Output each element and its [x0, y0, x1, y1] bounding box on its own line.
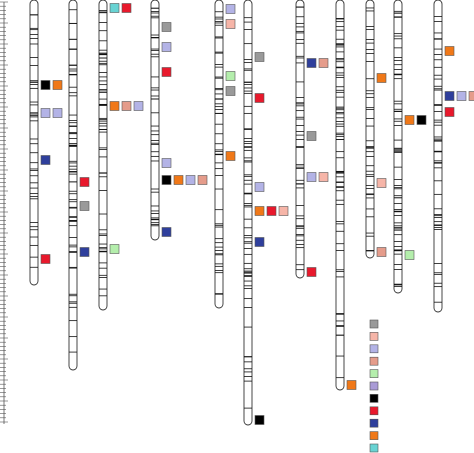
- qtl-marker-red: [121, 3, 132, 13]
- chromosome: [214, 0, 236, 309]
- chromosome-body: [295, 0, 305, 279]
- chromosome: [295, 0, 329, 279]
- qtl-marker-grey: [254, 52, 265, 62]
- legend: [369, 319, 379, 453]
- chromosome-set: [29, 0, 474, 426]
- qtl-marker-lavender: [161, 42, 172, 52]
- qtl-marker-black: [254, 415, 265, 425]
- qtl-marker-orange: [404, 115, 415, 125]
- qtl-marker-salmon: [376, 247, 387, 257]
- legend-swatch-lightgreen: [369, 369, 379, 378]
- qtl-marker-black: [416, 115, 427, 125]
- qtl-marker-orange: [254, 206, 265, 216]
- legend-swatch-grey: [369, 319, 379, 329]
- qtl-marker-navy: [40, 155, 51, 165]
- qtl-marker-red: [79, 177, 90, 187]
- qtl-marker-grey: [79, 201, 90, 211]
- chromosome-body: [29, 0, 39, 286]
- legend-swatch-cyan: [369, 443, 379, 453]
- qtl-marker-pink: [318, 172, 329, 182]
- chromosome-body: [150, 0, 160, 241]
- chromosome-body: [98, 0, 108, 311]
- legend-swatch-purple: [369, 381, 379, 391]
- chromosome: [98, 0, 144, 311]
- qtl-marker-lavender: [40, 108, 51, 118]
- qtl-marker-orange: [109, 101, 120, 111]
- qtl-marker-orange: [52, 80, 63, 90]
- qtl-marker-navy: [161, 227, 172, 237]
- qtl-marker-lightgreen: [404, 250, 415, 260]
- qtl-marker-salmon: [197, 175, 208, 185]
- qtl-marker-black: [40, 80, 51, 90]
- qtl-marker-red: [40, 254, 51, 264]
- qtl-marker-red: [444, 107, 455, 117]
- qtl-marker-grey: [161, 22, 172, 32]
- qtl-marker-lightgreen: [225, 71, 236, 81]
- chromosome-body: [365, 0, 375, 259]
- chromosome-body: [393, 0, 403, 294]
- qtl-marker-pink: [278, 206, 289, 216]
- qtl-marker-lavender: [52, 108, 63, 118]
- qtl-marker-grey: [306, 131, 317, 141]
- qtl-marker-lavender: [225, 4, 236, 14]
- qtl-marker-cyan: [109, 3, 120, 13]
- qtl-marker-orange: [444, 46, 455, 56]
- legend-swatch-pink: [369, 332, 379, 341]
- chromosome: [29, 0, 63, 286]
- qtl-marker-pink: [376, 178, 387, 188]
- qtl-marker-lavender: [185, 175, 196, 185]
- legend-swatch-red: [369, 406, 379, 416]
- qtl-marker-orange: [225, 151, 236, 161]
- qtl-marker-navy: [444, 91, 455, 101]
- qtl-marker-grey: [225, 86, 236, 96]
- qtl-marker-lavender: [161, 158, 172, 168]
- chromosome: [433, 0, 474, 313]
- legend-swatch-lavender: [369, 344, 379, 354]
- qtl-marker-lavender: [133, 101, 144, 111]
- qtl-marker-salmon: [318, 58, 329, 68]
- chromosome: [150, 0, 208, 241]
- qtl-marker-black: [161, 175, 172, 185]
- qtl-marker-red: [306, 267, 317, 277]
- legend-swatch-salmon: [369, 356, 379, 366]
- chromosome-body: [68, 0, 78, 371]
- qtl-marker-navy: [254, 237, 265, 247]
- qtl-marker-lavender: [254, 182, 265, 192]
- qtl-marker-red: [266, 206, 277, 216]
- legend-swatch-black: [369, 394, 379, 403]
- qtl-marker-lavender: [306, 172, 317, 182]
- chromosome: [243, 0, 289, 426]
- scale-ruler: [0, 1, 8, 424]
- qtl-marker-orange: [346, 380, 357, 390]
- qtl-marker-salmon: [468, 91, 474, 101]
- qtl-marker-salmon: [121, 101, 132, 111]
- qtl-marker-pink: [225, 19, 236, 29]
- qtl-marker-orange: [173, 175, 184, 185]
- chromosome: [68, 0, 90, 371]
- qtl-marker-lightgreen: [109, 244, 120, 254]
- chromosome: [393, 0, 427, 294]
- legend-swatch-navy: [369, 418, 379, 428]
- qtl-marker-red: [254, 93, 265, 103]
- qtl-marker-orange: [376, 73, 387, 83]
- qtl-marker-lavender: [456, 91, 467, 101]
- qtl-marker-navy: [306, 58, 317, 68]
- chromosome-body: [243, 0, 253, 426]
- chromosome: [335, 0, 357, 391]
- qtl-marker-red: [161, 67, 172, 77]
- chromosome: [365, 0, 387, 259]
- qtl-marker-navy: [79, 247, 90, 257]
- legend-swatch-orange: [369, 431, 379, 440]
- chromosome-body: [433, 0, 443, 313]
